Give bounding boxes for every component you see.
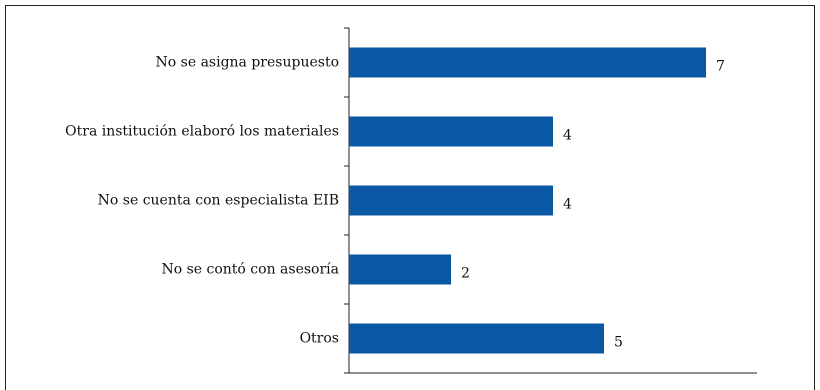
bar <box>349 323 604 354</box>
value-label: 7 <box>716 59 725 75</box>
bar <box>349 254 451 285</box>
bar <box>349 47 706 78</box>
category-label: Otros <box>300 331 339 347</box>
value-label: 5 <box>614 335 623 351</box>
bar <box>349 185 553 216</box>
category-label: No se cuenta con especialista EIB <box>98 193 339 209</box>
bar <box>349 116 553 147</box>
value-label: 2 <box>461 266 470 282</box>
value-label: 4 <box>563 197 572 213</box>
category-label: No se asigna presupuesto <box>156 55 339 71</box>
category-label: Otra institución elaboró los materiales <box>65 124 339 140</box>
bars-group <box>349 47 706 354</box>
labels-group: No se asigna presupuesto 7 Otra institució… <box>65 55 725 351</box>
value-label: 4 <box>563 128 572 144</box>
category-label: No se contó con asesoría <box>161 262 339 278</box>
